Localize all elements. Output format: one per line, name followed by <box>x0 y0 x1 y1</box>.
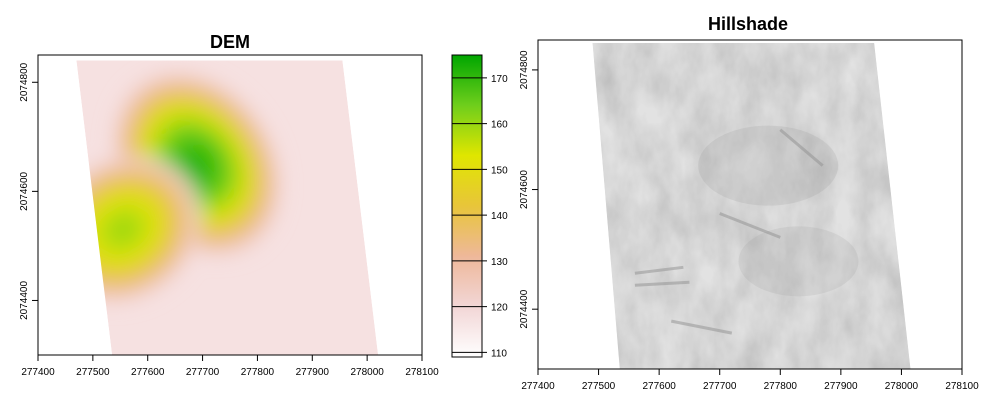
hillshade-shadow-line <box>634 280 690 287</box>
hillshade-y-tick-label: 2074800 <box>519 50 530 89</box>
hillshade-x-axis: 277400 277500 277600 277700 277800 277900 2780… <box>521 369 979 392</box>
hillshade-x-tick-label: 277600 <box>642 381 676 392</box>
colorbar-ticks: 110 120 130 140 150 160 170 <box>452 74 508 359</box>
hillshade-x-tick-label: 277900 <box>824 381 858 392</box>
colorbar-tick-label: 140 <box>491 211 508 222</box>
hillshade-panel: Hillshade 277400 277500 277600 277700 277800… <box>519 14 979 392</box>
dem-raster <box>76 60 379 356</box>
hillshade-y-tick-label: 2074600 <box>519 170 530 209</box>
dem-y-tick-label: 2074400 <box>19 281 30 320</box>
hillshade-x-tick-label: 277500 <box>582 381 616 392</box>
hillshade-shadows <box>634 125 859 335</box>
hillshade-raster <box>592 42 911 370</box>
colorbar-tick-label: 170 <box>491 74 508 85</box>
dem-x-tick-label: 278000 <box>350 367 384 378</box>
hillshade-x-tick-label: 277800 <box>764 381 798 392</box>
dem-x-tick-label: 278100 <box>405 367 439 378</box>
colorbar-tick-label: 110 <box>491 348 507 359</box>
colorbar-gradient <box>451 54 483 358</box>
hillshade-x-tick-label: 278000 <box>885 381 919 392</box>
hillshade-shadow-line <box>670 319 733 335</box>
hillshade-shadow-line <box>779 128 824 167</box>
hillshade-relief-texture <box>592 42 911 370</box>
hillshade-slope-shadow <box>738 226 859 297</box>
hillshade-title: Hillshade <box>708 14 788 34</box>
dem-y-tick-label: 2074600 <box>19 171 30 210</box>
dem-y-axis: 2074400 2074600 2074800 <box>19 62 38 320</box>
hillshade-plot-frame <box>537 39 963 370</box>
dem-x-axis: 277400 277500 277600 277700 277800 277900 2780… <box>21 355 439 378</box>
colorbar-tick-label: 160 <box>491 120 508 131</box>
hillshade-x-tick-label: 277700 <box>703 381 737 392</box>
colorbar-tick-label: 130 <box>491 257 508 268</box>
dem-title: DEM <box>210 32 250 52</box>
dem-x-tick-label: 277400 <box>21 367 55 378</box>
hillshade-shadow-line <box>634 265 684 275</box>
dem-elevation-contour <box>190 156 204 172</box>
colorbar-tick-label: 150 <box>491 165 508 176</box>
hillshade-y-tick-label: 2074400 <box>519 289 530 328</box>
hillshade-x-tick-label: 278100 <box>945 381 979 392</box>
dem-x-tick-label: 277800 <box>241 367 275 378</box>
hillshade-x-tick-label: 277400 <box>521 381 555 392</box>
dem-plot-frame <box>37 54 423 356</box>
hillshade-y-axis: 2074400 2074600 2074800 <box>519 50 538 329</box>
dem-x-tick-label: 277500 <box>76 367 110 378</box>
dem-panel: DEM 277400 277500 277600 277700 277800 277900… <box>19 32 439 378</box>
hillshade-shadow-line <box>719 212 781 239</box>
hillshade-slope-shadow <box>698 125 839 206</box>
dem-x-tick-label: 277700 <box>186 367 220 378</box>
dem-x-tick-label: 277600 <box>131 367 165 378</box>
dem-x-tick-label: 277900 <box>296 367 330 378</box>
dem-y-tick-label: 2074800 <box>19 62 30 101</box>
dem-elevation-contour <box>116 223 130 236</box>
colorbar: 110 120 130 140 150 160 170 <box>451 54 508 359</box>
colorbar-tick-label: 120 <box>491 303 508 314</box>
